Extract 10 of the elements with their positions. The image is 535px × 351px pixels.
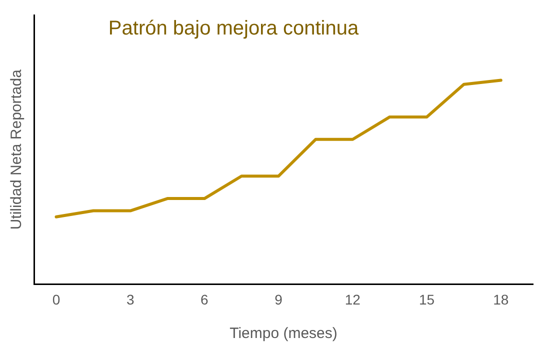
chart-title: Patrón bajo mejora continua [108, 18, 360, 40]
x-tick-label: 6 [200, 291, 209, 308]
x-tick-label: 0 [52, 291, 60, 308]
x-axis-title: Tiempo (meses) [230, 325, 338, 342]
x-tick-label: 12 [344, 291, 361, 308]
x-tick-label: 18 [493, 291, 509, 308]
x-tick-label: 15 [418, 291, 435, 308]
x-tick-label: 3 [126, 291, 134, 308]
x-tick-label: 9 [274, 291, 283, 308]
y-axis-title: Utilidad Neta Reportada [8, 68, 26, 230]
